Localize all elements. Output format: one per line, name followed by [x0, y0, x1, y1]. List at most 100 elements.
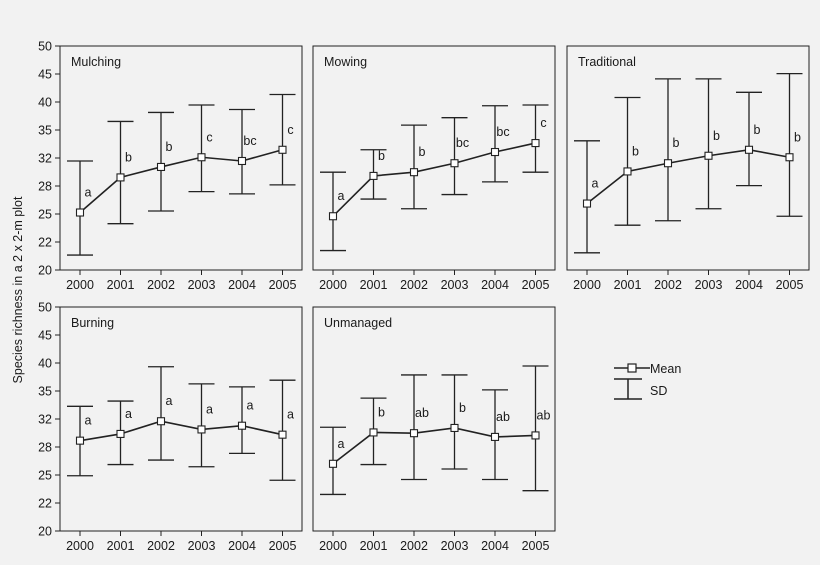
- mean-point: [328, 212, 338, 221]
- significance-letter: bc: [456, 136, 469, 150]
- x-tick-label: 2004: [228, 278, 256, 292]
- mean-point: [116, 173, 125, 182]
- x-tick-label: 2003: [441, 539, 469, 553]
- x-tick-label: 2001: [107, 539, 135, 553]
- mean-line: [332, 427, 536, 465]
- significance-letter: b: [632, 144, 639, 158]
- y-tick-label: 35: [38, 124, 52, 138]
- y-tick-label: 40: [38, 357, 52, 371]
- x-tick-label: 2003: [188, 278, 216, 292]
- significance-letter: c: [206, 130, 212, 144]
- mean-point: [237, 421, 247, 430]
- y-tick-label: 28: [38, 441, 52, 455]
- mean-point: [197, 425, 206, 434]
- significance-letter: a: [338, 189, 345, 203]
- x-tick-label: 2001: [360, 278, 388, 292]
- y-tick-label: 35: [38, 385, 52, 399]
- significance-letter: ab: [415, 406, 429, 420]
- x-tick-label: 2005: [522, 539, 550, 553]
- significance-letter: a: [592, 177, 599, 191]
- panel-mulching: Mulching 2000 2001 2002 2003 2004 2005 20 22 25 28…: [38, 40, 303, 292]
- significance-letter: a: [85, 414, 92, 428]
- mean-point: [369, 171, 378, 180]
- mean-point: [785, 153, 794, 162]
- panels: Mulching 2000 2001 2002 2003 2004 2005 20 22 25 28…: [38, 40, 810, 553]
- y-tick-label: 25: [38, 469, 52, 483]
- x-tick-label: 2005: [269, 539, 297, 553]
- x-tick-label: 2002: [400, 539, 428, 553]
- x-tick-label: 2004: [481, 278, 509, 292]
- y-tick-label: 20: [38, 525, 52, 539]
- significance-letter: b: [673, 136, 680, 150]
- significance-letter: a: [338, 437, 345, 451]
- mean-point: [237, 156, 247, 166]
- x-tick-label: 2000: [66, 539, 94, 553]
- panel-title: Mowing: [324, 55, 367, 69]
- legend-mean-marker: [627, 363, 637, 373]
- mean-point: [278, 430, 287, 439]
- mean-point: [75, 208, 85, 217]
- x-tick-label: 2000: [573, 278, 601, 292]
- mean-point: [744, 145, 754, 154]
- mean-point: [450, 423, 459, 433]
- y-tick-label: 32: [38, 413, 52, 427]
- panel-frame: [312, 45, 556, 271]
- x-tick-label: 2003: [441, 278, 469, 292]
- x-tick-label: 2001: [614, 278, 642, 292]
- significance-letter: a: [206, 402, 213, 416]
- mean-point: [75, 436, 85, 445]
- x-tick-label: 2000: [319, 539, 347, 553]
- significance-letter: b: [794, 130, 801, 144]
- y-tick-label: 45: [38, 68, 52, 82]
- panel-frame: [59, 306, 303, 532]
- y-tick-label: 32: [38, 152, 52, 166]
- mean-point: [156, 162, 166, 172]
- mean-point: [156, 417, 166, 426]
- y-tick-label: 22: [38, 497, 52, 511]
- mean-point: [531, 139, 540, 148]
- y-tick-label: 40: [38, 96, 52, 110]
- x-tick-label: 2004: [481, 539, 509, 553]
- mean-point: [197, 153, 206, 162]
- panel-title: Traditional: [578, 55, 636, 69]
- significance-letter: b: [713, 129, 720, 143]
- significance-letter: ab: [537, 408, 551, 422]
- x-tick-label: 2001: [360, 539, 388, 553]
- mean-point: [623, 167, 632, 176]
- y-tick-label: 50: [38, 301, 52, 315]
- panel-frame: [312, 306, 556, 532]
- significance-letter: b: [125, 150, 132, 164]
- panel-traditional: Traditional 2000 2001 2002 2003 2004 2005 a b b b b…: [566, 45, 810, 292]
- mean-line: [332, 142, 536, 217]
- significance-letter: c: [540, 116, 546, 130]
- significance-letter: b: [378, 405, 385, 419]
- x-tick-label: 2000: [319, 278, 347, 292]
- significance-letter: ab: [496, 410, 510, 424]
- mean-line: [79, 420, 283, 442]
- x-tick-label: 2000: [66, 278, 94, 292]
- mean-point: [450, 159, 459, 168]
- panel-title: Burning: [71, 316, 114, 330]
- x-tick-label: 2003: [188, 539, 216, 553]
- significance-letter: a: [85, 186, 92, 200]
- y-tick-label: 22: [38, 236, 52, 250]
- legend-sd-label: SD: [650, 384, 667, 398]
- mean-point: [531, 431, 540, 440]
- y-tick-label: 28: [38, 180, 52, 194]
- significance-letter: b: [166, 140, 173, 154]
- mean-point: [369, 428, 378, 437]
- significance-letter: a: [287, 408, 294, 422]
- significance-letter: bc: [496, 125, 509, 139]
- mean-point: [409, 168, 419, 177]
- y-axis-label: Species richness in a 2 x 2-m plot: [11, 196, 25, 383]
- mean-point: [490, 432, 500, 441]
- y-tick-label: 50: [38, 40, 52, 54]
- mean-point: [663, 159, 673, 168]
- mean-point: [704, 151, 713, 160]
- panel-title: Mulching: [71, 55, 121, 69]
- significance-letter: a: [166, 394, 173, 408]
- x-tick-label: 2002: [654, 278, 682, 292]
- x-tick-label: 2005: [776, 278, 804, 292]
